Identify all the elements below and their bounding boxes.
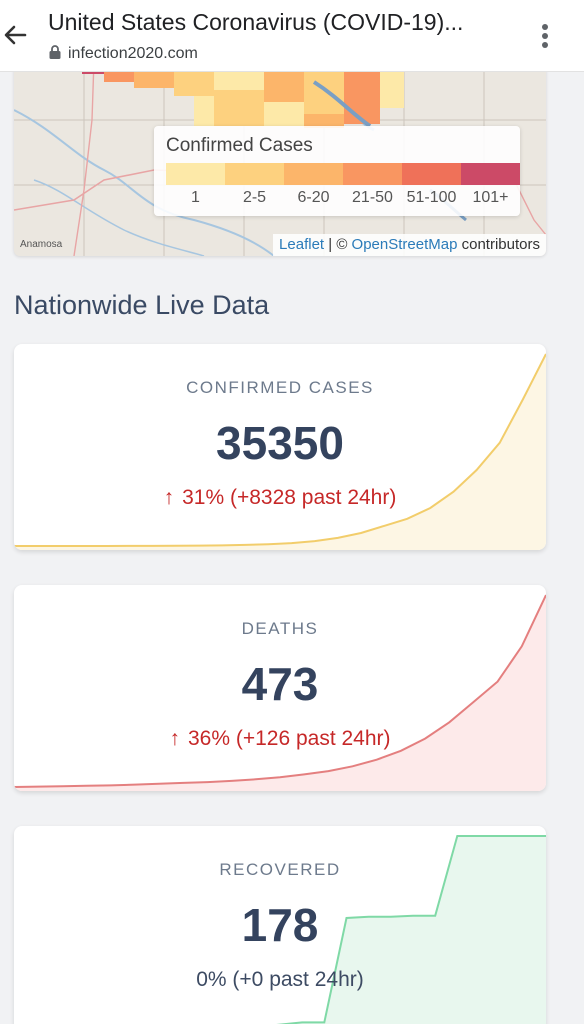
up-arrow-icon: ↑	[169, 727, 180, 750]
confirmed-cases-card: CONFIRMED CASES 35350 ↑ 31% (+8328 past 2…	[14, 344, 546, 550]
sparkline-line	[14, 353, 546, 547]
card-change-text: 31% (+8328 past 24hr)	[182, 486, 397, 509]
browser-toolbar: United States Coronavirus (COVID-19)... …	[0, 0, 584, 72]
card-change-text: 36% (+126 past 24hr)	[187, 727, 391, 750]
sparkline-area	[14, 595, 546, 791]
attribution-suffix: contributors	[457, 236, 540, 253]
sparkline-line	[14, 594, 546, 788]
legend-label: 6-20	[297, 189, 330, 206]
legend-label: 101+	[472, 189, 509, 206]
card-value: 473	[241, 658, 319, 710]
legend-swatch-6-20	[284, 163, 343, 185]
section-title: Nationwide Live Data	[14, 290, 270, 320]
legend-color-bar	[166, 163, 520, 185]
card-change-text: 0% (+0 past 24hr)	[196, 968, 364, 991]
legend-labels: 1 2-5 6-20 21-50 51-100 101+	[166, 189, 520, 207]
more-options-icon[interactable]	[532, 20, 558, 52]
legend-swatch-1	[166, 163, 225, 185]
up-arrow-icon: ↑	[163, 486, 175, 509]
url-bar[interactable]: infection2020.com	[48, 44, 198, 64]
legend-label: 2-5	[242, 189, 267, 206]
page-title: United States Coronavirus (COVID-19)...	[48, 9, 464, 35]
card-label: CONFIRMED CASES	[186, 378, 374, 397]
legend-label: 21-50	[352, 189, 393, 206]
legend-swatch-51-100	[402, 163, 461, 185]
openstreetmap-link[interactable]: OpenStreetMap	[351, 236, 458, 253]
card-change: ↑ 36% (+126 past 24hr)	[14, 727, 546, 751]
confirmed-trend-sparkline	[14, 353, 546, 550]
lock-icon	[48, 44, 62, 65]
card-label: RECOVERED	[219, 860, 341, 879]
sparkline-area	[14, 354, 546, 550]
url-text: infection2020.com	[68, 45, 198, 62]
legend-title: Confirmed Cases	[166, 135, 313, 156]
recovered-card: RECOVERED 178 0% (+0 past 24hr)	[14, 826, 546, 1024]
legend-swatch-2-5	[225, 163, 284, 185]
deaths-trend-sparkline	[14, 594, 546, 791]
recovered-trend-sparkline	[276, 835, 546, 1024]
legend-label: 1	[191, 189, 200, 206]
map-legend: Confirmed Cases 1 2-5 6-20 21-50 51-100 …	[154, 126, 520, 216]
legend-swatch-101-plus	[461, 163, 520, 185]
cases-map[interactable]: Confirmed Cases 1 2-5 6-20 21-50 51-100 …	[14, 60, 546, 256]
card-label: DEATHS	[241, 619, 319, 638]
card-change: 0% (+0 past 24hr)	[14, 968, 546, 992]
legend-label: 51-100	[406, 189, 457, 206]
sparkline-area	[286, 836, 546, 1024]
card-value: 178	[241, 899, 319, 951]
leaflet-link[interactable]: Leaflet	[279, 236, 325, 253]
back-arrow-icon[interactable]	[0, 20, 30, 50]
map-town-label: Anamosa	[20, 239, 63, 250]
attribution-separator: | ©	[324, 236, 352, 253]
card-value: 35350	[216, 417, 344, 469]
legend-swatch-21-50	[343, 163, 402, 185]
sparkline-line	[276, 835, 546, 1024]
deaths-card: DEATHS 473 ↑ 36% (+126 past 24hr)	[14, 585, 546, 791]
card-change: ↑ 31% (+8328 past 24hr)	[14, 486, 546, 510]
map-attribution: Leaflet | © OpenStreetMap contributors	[273, 234, 546, 256]
